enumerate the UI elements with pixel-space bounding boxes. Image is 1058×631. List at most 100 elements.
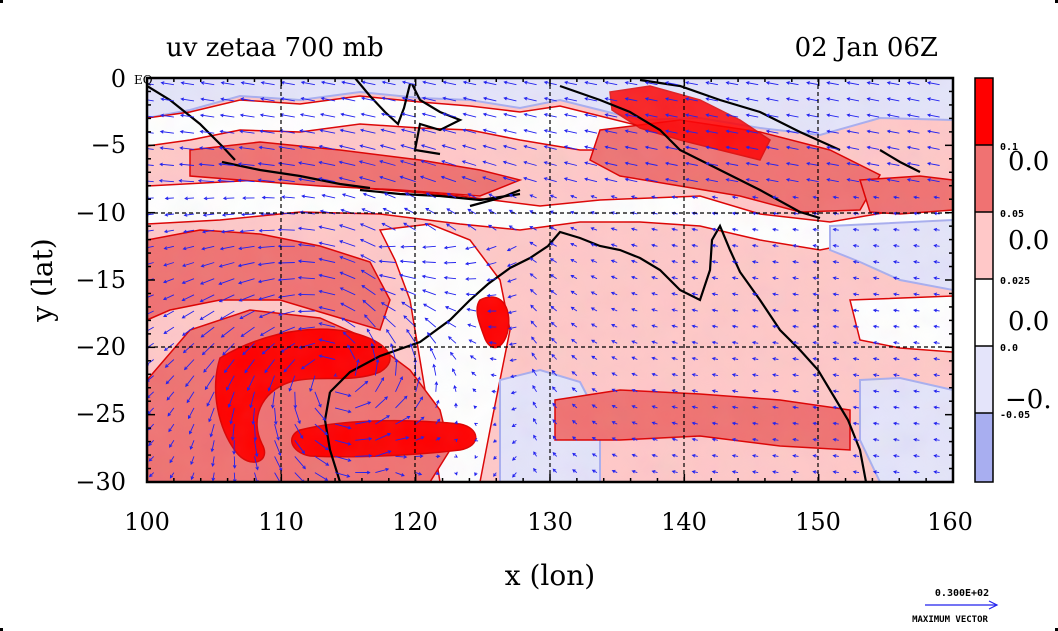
colorbar-large-label: 0.0 — [1008, 307, 1049, 337]
wind-vector — [604, 97, 618, 102]
wind-vector — [725, 161, 739, 166]
wind-vector — [230, 424, 235, 441]
wind-vector — [508, 342, 517, 346]
wind-vector — [401, 112, 416, 118]
wind-vector — [751, 260, 759, 264]
wind-vector — [691, 243, 698, 248]
colorbar-swatch — [975, 413, 993, 482]
wind-vector — [751, 405, 759, 410]
wind-vector — [247, 375, 255, 392]
wind-vector — [772, 260, 779, 264]
wind-vector — [731, 308, 739, 313]
wind-vector — [362, 299, 376, 312]
wind-vector — [631, 437, 638, 441]
wind-vector — [379, 175, 396, 183]
wind-vector — [186, 391, 195, 404]
wind-vector — [293, 391, 298, 409]
wind-vector — [339, 255, 356, 263]
wind-vector — [318, 241, 336, 247]
wind-vector — [772, 454, 779, 458]
wind-vector — [239, 229, 255, 234]
wind-vector — [630, 195, 638, 199]
wind-vector — [886, 129, 900, 134]
wind-vector — [570, 210, 578, 215]
wind-vector — [631, 324, 638, 328]
wind-vector — [222, 196, 235, 201]
wind-vector — [159, 129, 174, 134]
wind-vector — [551, 337, 558, 344]
wind-vector — [705, 177, 718, 183]
wind-vector — [334, 423, 352, 430]
wind-vector — [571, 354, 578, 360]
wind-vector — [731, 292, 739, 297]
colorbar-level-label: -0.05 — [1000, 410, 1030, 421]
wind-vector — [188, 407, 195, 420]
wind-vector — [511, 423, 517, 427]
wind-vector — [218, 162, 235, 167]
wind-vector — [318, 354, 336, 360]
wind-vector — [866, 97, 880, 102]
wind-vector — [257, 278, 275, 284]
wind-vector — [772, 243, 779, 248]
wind-vector — [590, 211, 598, 215]
wind-vector — [644, 81, 658, 86]
wind-vector — [403, 315, 417, 328]
wind-vector — [532, 384, 537, 393]
wind-vector — [425, 192, 437, 199]
wind-vector — [354, 380, 369, 393]
wind-vector — [200, 81, 215, 86]
wind-vector — [288, 375, 296, 392]
wind-vector — [826, 129, 839, 134]
wind-vector — [240, 81, 255, 86]
wind-vector — [751, 437, 759, 442]
wind-vector — [785, 129, 799, 134]
wind-vector — [927, 129, 940, 134]
wind-vector — [386, 328, 396, 344]
wind-vector — [772, 276, 779, 280]
wind-vector — [765, 161, 779, 166]
wind-vector — [340, 302, 356, 312]
wind-vector — [691, 276, 698, 280]
wind-vector — [731, 227, 739, 232]
wind-vector — [415, 472, 423, 476]
wind-vector — [420, 159, 436, 166]
wind-vector — [259, 326, 275, 336]
wind-vector — [906, 97, 920, 102]
wind-vector — [404, 192, 416, 199]
wind-vector — [422, 80, 436, 86]
wind-vector — [751, 340, 759, 345]
colorbar-swatch — [975, 346, 993, 413]
wind-vector — [792, 227, 799, 232]
wind-vector — [182, 342, 195, 354]
wind-vector — [691, 470, 698, 474]
wind-vector — [552, 435, 558, 441]
wind-vector — [671, 470, 678, 474]
wind-vector — [341, 193, 356, 199]
wind-vector — [508, 209, 517, 215]
wind-vector — [486, 245, 497, 251]
wind-vector — [395, 455, 408, 459]
wind-vector — [624, 161, 638, 166]
wind-vector — [422, 245, 436, 249]
wind-vector — [237, 278, 255, 285]
wind-vector — [242, 342, 255, 356]
wind-vector — [242, 196, 255, 200]
wind-vector — [731, 243, 739, 248]
wind-vector — [483, 80, 497, 86]
wind-vector — [570, 242, 578, 247]
wind-vector — [886, 97, 900, 102]
wind-vector — [705, 161, 718, 166]
wind-vector — [846, 129, 860, 134]
wind-vector — [454, 454, 458, 458]
wind-vector — [806, 161, 819, 166]
wind-vector — [163, 229, 174, 234]
wind-vector — [318, 144, 336, 150]
wind-vector — [624, 129, 638, 134]
wind-vector — [852, 437, 860, 442]
wind-vector — [731, 324, 739, 329]
wind-vector — [179, 129, 195, 134]
wind-vector — [452, 368, 457, 376]
wind-vector — [685, 177, 698, 183]
wind-vector — [487, 309, 497, 313]
wind-vector — [237, 262, 255, 268]
